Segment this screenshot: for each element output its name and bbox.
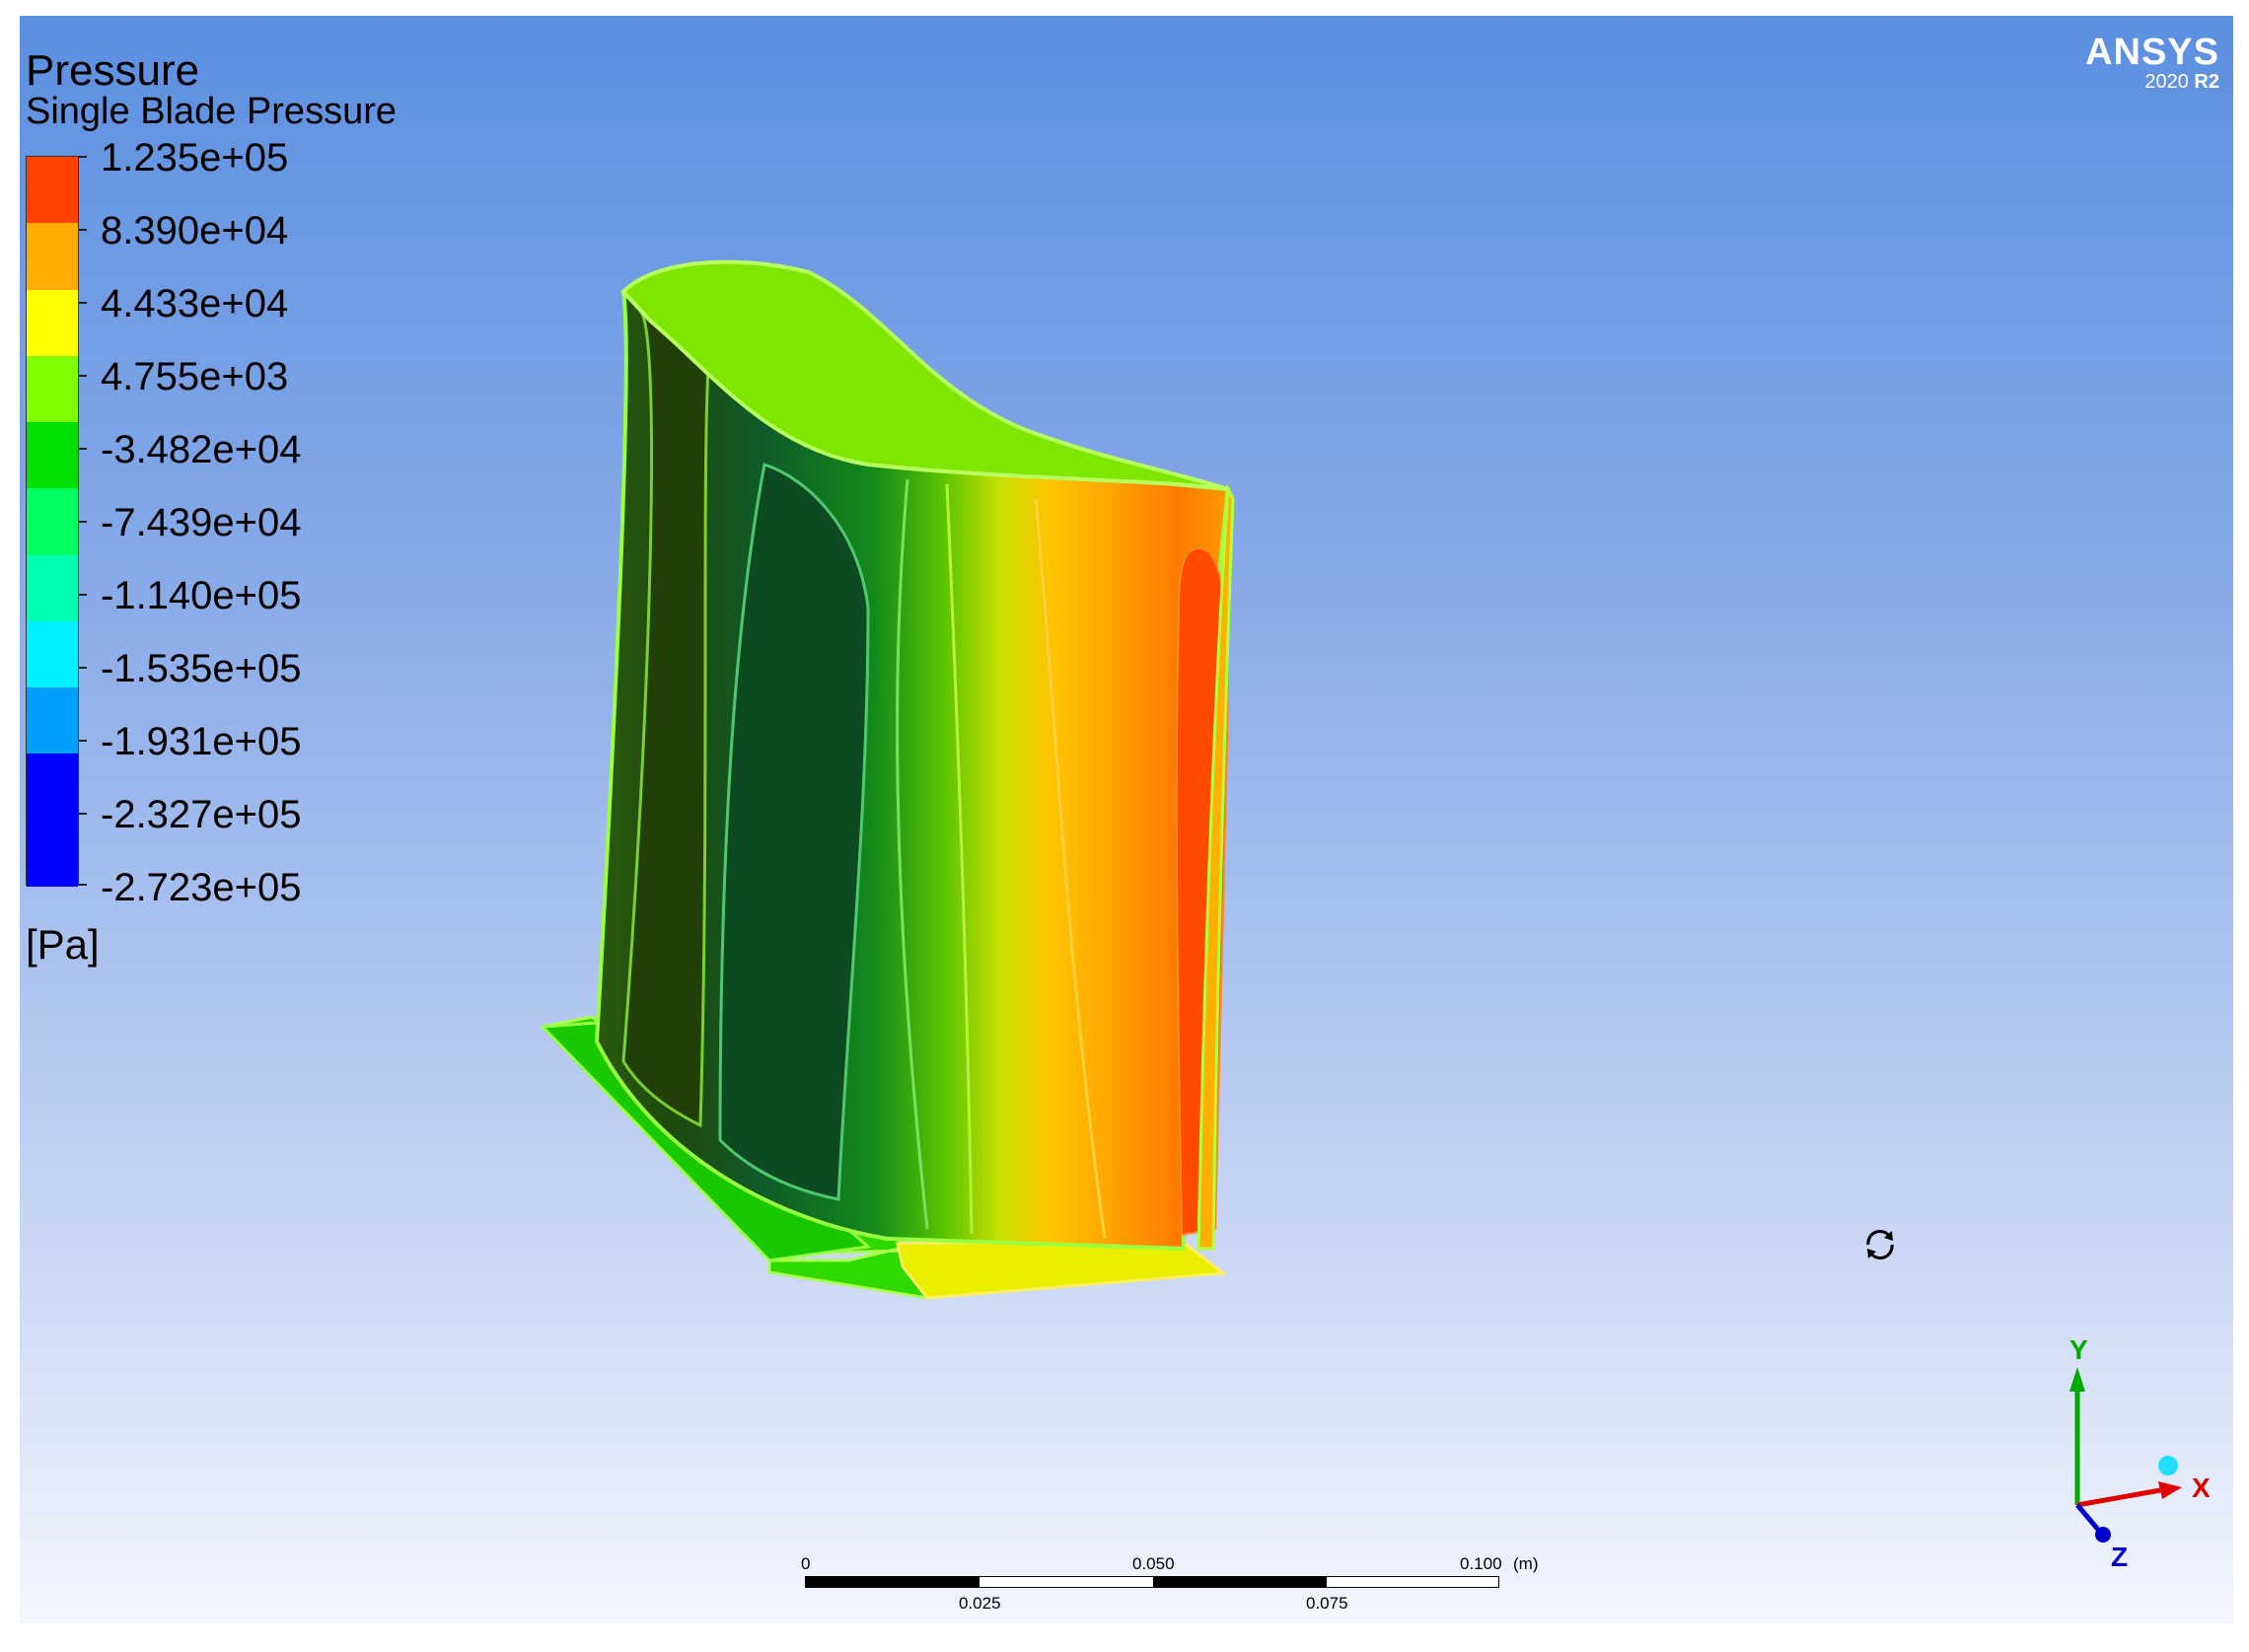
logo-version-year: 2020 [2144,71,2189,93]
legend-unit: [Pa] [26,921,100,968]
scale-unit: (m) [1513,1554,1539,1573]
legend-tick [79,156,87,158]
legend-segment [27,289,78,356]
x-axis-line [2076,1487,2161,1508]
legend-segment [27,488,78,555]
rotate-icon[interactable] [1860,1225,1900,1264]
legend-tick [79,884,87,886]
scale-tick-label: 0 [801,1554,811,1573]
legend-label: -1.931e+05 [101,720,302,763]
scale-bar-segment [806,1577,979,1587]
legend-tick [79,302,87,304]
legend-tick [79,813,87,815]
legend-segment [27,554,78,621]
legend-segment [27,422,78,489]
x-axis-arrow [2158,1481,2182,1499]
legend-tick [79,667,87,669]
contour-line [1034,498,1107,1240]
legend-label: -3.482e+04 [101,428,302,471]
z-axis-line [2075,1503,2101,1533]
legend-segment [27,754,78,821]
blade-trailing-edge [1197,483,1235,1251]
view-origin-sphere [2158,1456,2178,1475]
legend-color-bar [26,156,79,887]
logo-name: ANSYS [2085,32,2219,73]
legend-label: -7.439e+04 [101,501,302,544]
legend-segment [27,355,78,423]
legend-label: 4.433e+04 [101,282,289,325]
legend-segment [27,223,78,290]
legend-tick [79,375,87,377]
x-axis-label: X [2192,1472,2211,1503]
legend-title: Pressure [26,46,200,95]
legend-label: 4.755e+03 [101,355,289,398]
y-axis-label: Y [2069,1337,2088,1365]
legend-label: -1.140e+05 [101,574,302,617]
legend-tick [79,594,87,596]
axis-triad[interactable]: Y X Z [2042,1334,2219,1574]
legend-subtitle: Single Blade Pressure [26,91,397,132]
legend-segment [27,620,78,688]
scale-tick-label: 0.100 [1460,1554,1502,1573]
blade-dark-band [621,308,712,1128]
scale-bar: 0 0.050 0.100 (m) 0.025 0.075 [769,1554,1559,1623]
legend-label: -2.327e+05 [101,793,302,836]
scale-tick-label: 0.050 [1132,1554,1175,1573]
z-axis-label: Z [2111,1542,2128,1572]
legend-tick [79,448,87,450]
legend-label: -1.535e+05 [101,647,302,690]
legend-segment [27,687,78,754]
scale-bar-outline [805,1576,1499,1588]
blade-pocket [718,463,870,1201]
z-axis-dot [2095,1527,2111,1543]
legend-segment [27,820,78,887]
y-axis-arrow [2069,1367,2085,1392]
scale-bar-segment [1153,1577,1327,1587]
legend-label: 1.235e+05 [101,136,289,180]
legend-tick [79,740,87,742]
blade-tip [620,259,1229,491]
legend-label: 8.390e+04 [101,209,289,252]
scale-tick-label: 0.075 [1306,1594,1348,1613]
graphics-viewport[interactable]: Pressure Single Blade Pressure 1.235e+05… [20,16,2233,1623]
contour-line [896,478,929,1230]
legend-label: -2.723e+05 [101,866,302,909]
contour-line [945,483,974,1235]
blade-contour-render[interactable] [20,16,2233,1623]
legend-segment [27,157,78,224]
scale-tick-label: 0.025 [959,1594,1001,1613]
logo-release: R2 [2194,71,2219,93]
legend-tick [79,229,87,231]
ansys-logo: ANSYS 2020 R2 [2085,34,2219,93]
legend-tick [79,521,87,523]
logo-version: 2020 R2 [2085,71,2219,93]
